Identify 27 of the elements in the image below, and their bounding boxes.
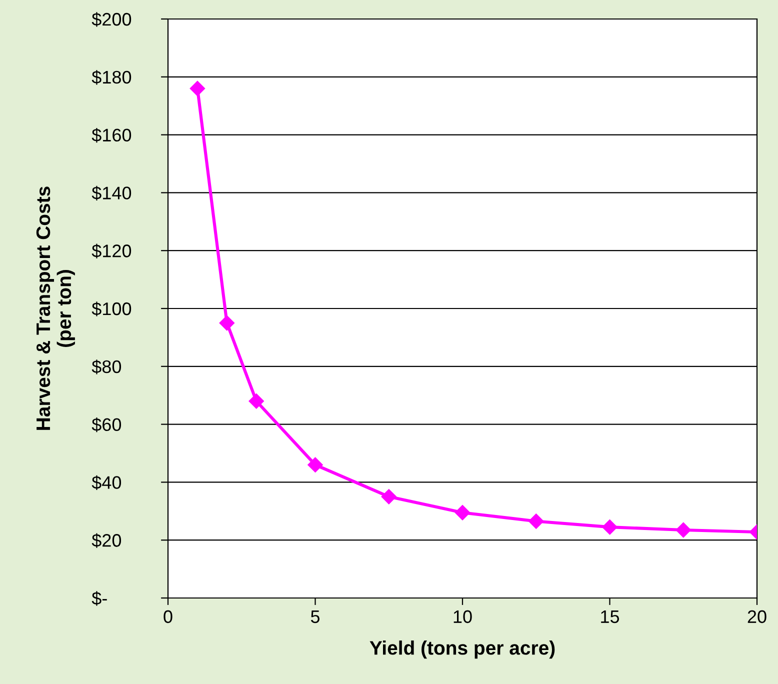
y-tick-label: $- bbox=[92, 591, 107, 606]
point bbox=[381, 489, 396, 504]
y-tick-label: $20 bbox=[92, 533, 122, 548]
y-tick-label: $140 bbox=[92, 186, 132, 200]
point bbox=[248, 394, 264, 409]
x-tick-label: 20 bbox=[748, 610, 766, 624]
x-axis-title: Yield (tons per acre) bbox=[370, 640, 555, 659]
y-tick-label: $200 bbox=[92, 12, 132, 27]
y-tick-label: $120 bbox=[92, 244, 132, 258]
y-tick-label: $60 bbox=[92, 417, 122, 432]
y-tick-label: $180 bbox=[92, 70, 132, 85]
point bbox=[676, 522, 691, 538]
x-tick-label: 0 bbox=[164, 610, 172, 624]
point bbox=[528, 514, 544, 529]
point bbox=[454, 505, 470, 520]
point bbox=[602, 520, 618, 535]
x-tick-label: 10 bbox=[454, 610, 472, 624]
point bbox=[219, 315, 234, 331]
y-tick-label: $80 bbox=[92, 360, 122, 374]
point bbox=[308, 457, 323, 472]
x-tick-label: 5 bbox=[310, 610, 320, 624]
x-tick-label: 15 bbox=[601, 610, 620, 624]
y-axis-title: Harvest & Transport Costs (per ton) bbox=[36, 186, 75, 430]
y-tick-label: $160 bbox=[92, 128, 132, 143]
y-tick-label: $40 bbox=[92, 475, 122, 490]
y-tick-label: $100 bbox=[92, 302, 132, 316]
point bbox=[190, 80, 206, 96]
